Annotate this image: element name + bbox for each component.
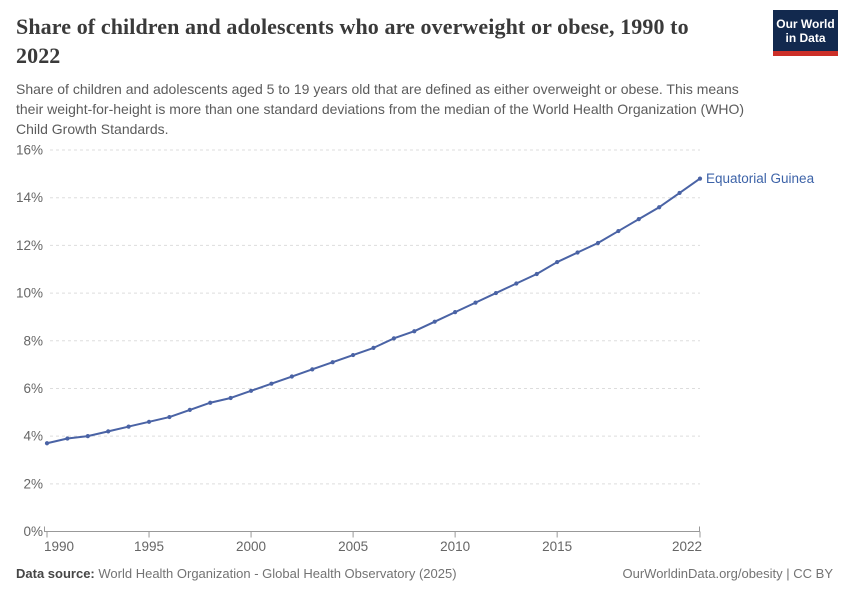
data-point [269, 381, 274, 386]
data-point [432, 319, 437, 324]
x-axis-tick-label: 2000 [236, 539, 266, 554]
series-label-equatorial-guinea[interactable]: Equatorial Guinea [706, 171, 815, 186]
y-axis-tick-label: 16% [16, 143, 43, 158]
data-point [228, 395, 233, 401]
data-point [636, 217, 641, 222]
data-point [391, 336, 397, 341]
license-link[interactable]: OurWorldinData.org/obesity | CC BY [622, 566, 834, 581]
x-axis-tick-label: 2005 [338, 539, 368, 554]
x-axis-tick-label: 2015 [542, 539, 572, 554]
data-point [514, 281, 519, 286]
data-point [677, 190, 682, 196]
data-point [248, 388, 254, 393]
data-point [167, 414, 172, 420]
data-source-label: Data source: [16, 566, 95, 581]
data-source-value: World Health Organization - Global Healt… [98, 566, 457, 581]
chart-footer: Data source: World Health Organization -… [16, 566, 833, 581]
data-point [575, 250, 580, 255]
logo-line2: in Data [785, 31, 826, 45]
y-axis-tick-label: 8% [23, 333, 43, 348]
chart-header: Share of children and adolescents who ar… [16, 13, 760, 140]
data-source: Data source: World Health Organization -… [16, 566, 457, 581]
data-point [453, 310, 458, 315]
page-title: Share of children and adolescents who ar… [16, 14, 689, 68]
data-point [350, 352, 356, 358]
x-axis-tick-label: 1990 [44, 539, 74, 554]
data-point [289, 374, 294, 379]
y-axis-tick-label: 14% [16, 190, 43, 205]
data-point [208, 400, 213, 405]
logo-line1: Our World [776, 17, 835, 31]
data-point [412, 329, 417, 334]
chart-subtitle: Share of children and adolescents aged 5… [16, 81, 745, 137]
owid-logo[interactable]: Our World in Data [773, 10, 838, 56]
x-axis-tick-label: 1995 [134, 539, 164, 554]
data-point [330, 360, 335, 365]
data-point [310, 367, 315, 372]
y-axis-tick-label: 10% [16, 286, 43, 301]
data-point [493, 290, 499, 296]
data-point [555, 259, 560, 265]
data-point [106, 429, 111, 434]
data-point [44, 441, 50, 446]
data-point [534, 271, 539, 277]
data-line-equatorial-guinea [46, 177, 701, 445]
data-point [697, 176, 703, 181]
y-axis-tick-label: 12% [16, 238, 43, 253]
data-point [657, 205, 662, 210]
data-point [85, 434, 90, 439]
y-axis-tick-label: 0% [23, 524, 43, 539]
data-point [595, 240, 601, 246]
x-axis-tick-label: 2022 [672, 539, 702, 554]
data-point [473, 300, 478, 305]
data-point [371, 345, 376, 351]
data-point [146, 419, 152, 424]
data-point [126, 424, 131, 429]
y-axis-tick-label: 2% [23, 476, 43, 491]
data-point [616, 228, 621, 234]
data-point [65, 436, 70, 441]
y-axis-tick-label: 4% [23, 429, 43, 444]
y-axis-tick-label: 6% [23, 381, 43, 396]
x-axis-tick-label: 2010 [440, 539, 470, 554]
data-point [187, 407, 192, 412]
